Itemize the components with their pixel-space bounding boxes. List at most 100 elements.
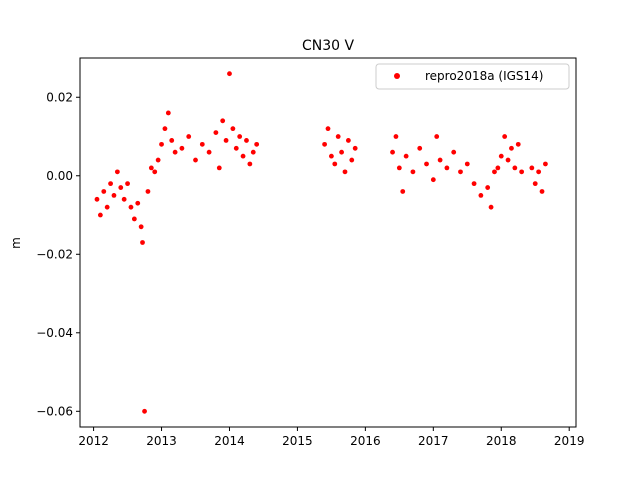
data-point-0-4 — [108, 181, 113, 187]
data-point-0-66 — [458, 169, 463, 175]
data-point-0-79 — [515, 141, 521, 147]
data-point-0-57 — [403, 153, 409, 159]
chart-title: CN30 V — [302, 38, 355, 54]
data-point-0-13 — [138, 224, 144, 230]
data-point-0-77 — [509, 145, 514, 151]
data-point-0-68 — [471, 181, 477, 187]
x-tick-label: 2012 — [78, 434, 109, 448]
x-tick-label: 2019 — [554, 434, 585, 448]
data-point-0-45 — [329, 153, 334, 159]
data-point-0-31 — [216, 165, 222, 171]
data-point-0-52 — [352, 145, 358, 151]
data-point-0-64 — [444, 165, 450, 171]
data-point-0-60 — [424, 161, 429, 167]
data-point-0-22 — [165, 110, 171, 116]
data-point-0-84 — [539, 189, 545, 194]
data-point-0-6 — [114, 169, 120, 175]
data-point-0-27 — [193, 157, 198, 163]
data-point-0-26 — [186, 134, 192, 139]
data-point-0-9 — [125, 181, 130, 187]
data-point-0-17 — [148, 165, 154, 171]
data-point-0-83 — [536, 169, 542, 175]
data-point-0-71 — [488, 204, 494, 210]
data-point-0-11 — [131, 216, 137, 222]
data-point-0-15 — [142, 408, 147, 414]
data-point-0-33 — [223, 138, 229, 143]
data-point-0-32 — [220, 118, 226, 124]
data-point-0-42 — [254, 141, 260, 147]
x-tick-label: 2015 — [282, 434, 313, 448]
y-axis-ticks: −0.06 −0.04 −0.02 0.00 0.02 — [36, 90, 80, 418]
data-point-0-3 — [104, 204, 110, 210]
data-point-0-12 — [135, 200, 141, 206]
data-point-0-0 — [94, 196, 100, 202]
data-point-0-21 — [162, 126, 168, 132]
data-point-0-74 — [498, 153, 504, 159]
y-tick-label: 0.00 — [46, 169, 73, 183]
data-point-0-53 — [390, 149, 395, 155]
x-tick-label: 2013 — [146, 434, 177, 448]
data-point-0-29 — [206, 149, 212, 155]
data-point-0-69 — [478, 192, 484, 198]
y-tick-label: 0.02 — [46, 90, 73, 104]
data-point-0-82 — [532, 181, 538, 187]
data-point-0-20 — [159, 141, 164, 147]
data-point-0-5 — [111, 192, 117, 198]
y-tick-label: −0.02 — [36, 247, 73, 261]
data-point-0-25 — [179, 145, 185, 151]
data-point-0-55 — [396, 165, 402, 171]
x-tick-label: 2014 — [214, 434, 245, 448]
data-point-0-56 — [400, 189, 406, 194]
data-point-0-80 — [519, 169, 525, 175]
legend-box — [375, 63, 570, 90]
data-point-0-23 — [169, 138, 175, 143]
data-point-0-61 — [430, 177, 436, 183]
plot-frame — [79, 57, 577, 428]
data-point-0-78 — [512, 165, 518, 171]
data-point-0-35 — [230, 126, 236, 132]
data-point-0-75 — [502, 134, 508, 139]
data-point-0-62 — [434, 134, 440, 139]
data-point-0-39 — [244, 138, 249, 143]
data-point-0-8 — [121, 196, 127, 202]
data-point-0-63 — [437, 157, 443, 163]
data-point-0-18 — [152, 169, 158, 175]
y-axis-label: m — [9, 237, 23, 249]
data-point-0-58 — [410, 169, 416, 175]
data-point-0-7 — [118, 185, 124, 190]
data-point-0-48 — [339, 149, 344, 155]
data-point-0-59 — [417, 145, 423, 151]
data-point-0-44 — [325, 126, 331, 132]
data-point-0-43 — [322, 141, 327, 147]
x-axis-ticks: 2012 2013 2014 2015 2016 2017 2018 2019 — [78, 427, 584, 448]
data-point-0-36 — [233, 145, 239, 151]
data-point-0-38 — [240, 153, 246, 159]
data-point-0-14 — [140, 240, 145, 245]
data-point-0-19 — [155, 157, 161, 163]
x-tick-label: 2017 — [418, 434, 449, 448]
data-point-0-50 — [345, 138, 351, 143]
data-point-0-54 — [393, 134, 399, 139]
data-point-0-41 — [250, 149, 256, 155]
data-point-0-46 — [332, 161, 338, 167]
data-point-0-34 — [227, 71, 232, 77]
data-point-0-72 — [492, 169, 497, 175]
data-point-0-16 — [145, 189, 151, 194]
data-point-0-40 — [247, 161, 253, 167]
data-point-0-37 — [237, 134, 243, 139]
x-tick-label: 2016 — [350, 434, 381, 448]
data-point-0-47 — [335, 134, 341, 139]
data-point-0-70 — [485, 185, 491, 190]
data-point-0-2 — [101, 189, 107, 194]
y-tick-label: −0.04 — [36, 326, 73, 340]
x-tick-label: 2018 — [486, 434, 517, 448]
data-point-0-81 — [529, 165, 535, 171]
data-point-0-73 — [495, 165, 501, 171]
data-point-0-1 — [97, 212, 103, 218]
legend-entry-label: repro2018a (IGS14) — [425, 69, 543, 83]
legend-marker — [394, 73, 400, 79]
legend: repro2018a (IGS14) — [375, 63, 570, 90]
data-point-0-51 — [349, 157, 355, 163]
data-point-0-76 — [505, 157, 511, 163]
